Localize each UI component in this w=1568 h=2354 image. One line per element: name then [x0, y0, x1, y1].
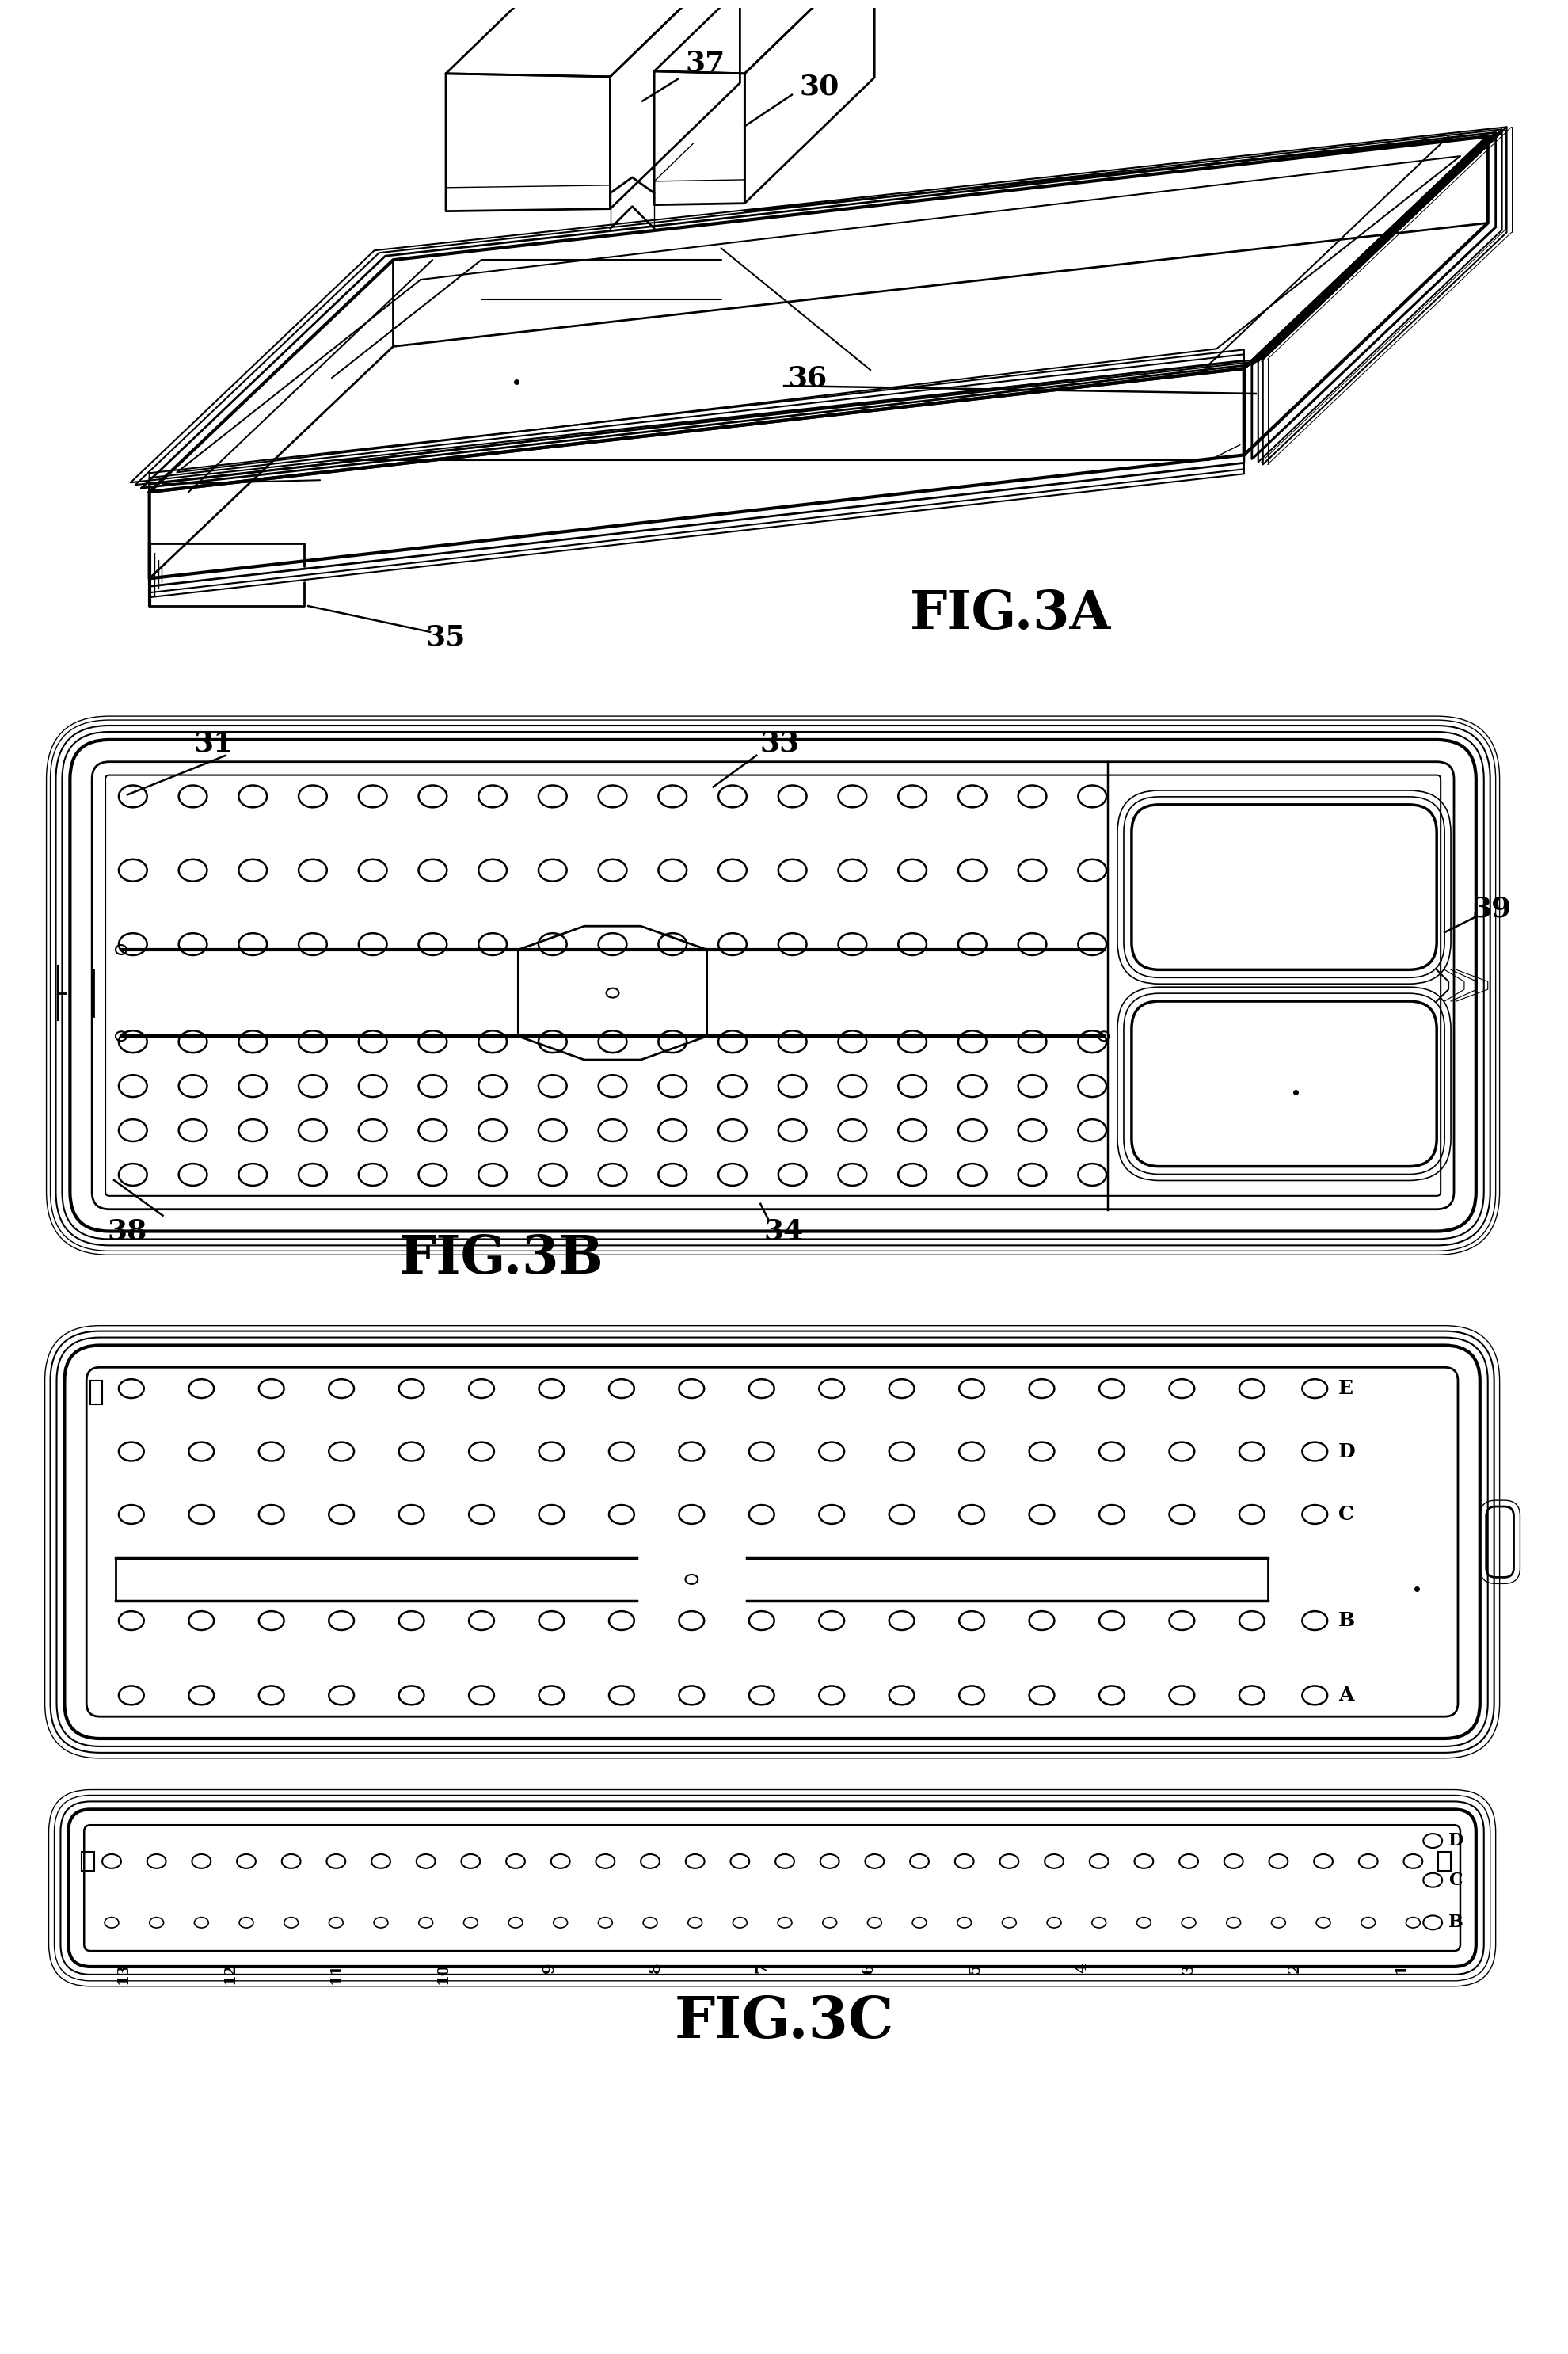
Text: 33: 33 — [760, 730, 800, 758]
Text: 3: 3 — [1181, 1963, 1195, 1973]
Text: 5: 5 — [967, 1963, 983, 1973]
Text: 7: 7 — [756, 1963, 770, 1973]
Text: 2: 2 — [1287, 1963, 1301, 1973]
Text: 9: 9 — [543, 1963, 557, 1973]
Text: 12: 12 — [223, 1963, 237, 1984]
Text: 34: 34 — [764, 1217, 804, 1245]
Text: B: B — [1339, 1610, 1355, 1629]
Text: A: A — [1339, 1685, 1353, 1704]
Text: C: C — [1339, 1504, 1355, 1523]
Bar — [82, 1853, 94, 1871]
Bar — [91, 1382, 102, 1405]
Text: 35: 35 — [426, 624, 466, 652]
Text: 4: 4 — [1074, 1963, 1088, 1973]
Text: 11: 11 — [329, 1963, 343, 1984]
Text: 30: 30 — [800, 73, 839, 101]
Text: B: B — [1449, 1914, 1463, 1930]
Text: D: D — [1339, 1443, 1355, 1462]
Text: 39: 39 — [1472, 895, 1512, 923]
Bar — [1438, 1853, 1450, 1871]
Text: FIG.3C: FIG.3C — [674, 1994, 894, 2050]
Text: FIG.3B: FIG.3B — [398, 1233, 604, 1285]
Text: 13: 13 — [116, 1963, 130, 1984]
Text: 8: 8 — [649, 1963, 663, 1973]
Text: FIG.3A: FIG.3A — [909, 588, 1112, 640]
Text: 38: 38 — [108, 1217, 147, 1245]
Text: D: D — [1449, 1831, 1463, 1850]
Text: 36: 36 — [787, 365, 828, 391]
Text: E: E — [1339, 1379, 1353, 1398]
Text: 37: 37 — [685, 49, 726, 78]
Text: C: C — [1449, 1871, 1463, 1888]
Text: 6: 6 — [862, 1963, 877, 1973]
Text: 1: 1 — [1394, 1963, 1408, 1973]
Text: 31: 31 — [194, 730, 234, 758]
Text: 10: 10 — [436, 1963, 450, 1984]
